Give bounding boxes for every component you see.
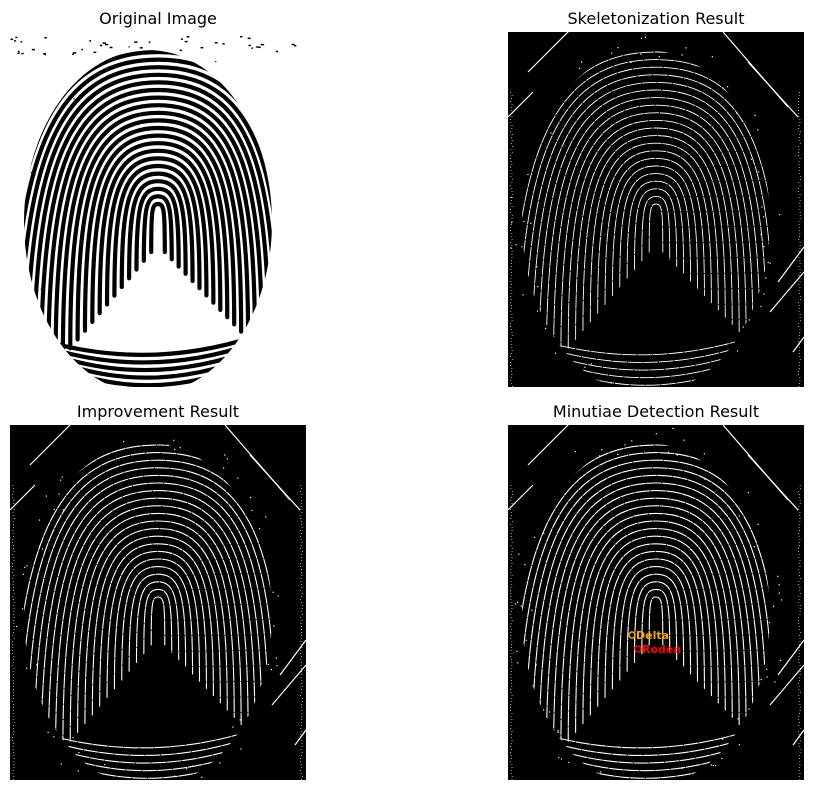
minutia-marker-delta: Delta (628, 629, 669, 642)
original-fingerprint-image (10, 32, 306, 387)
title-minutiae: Minutiae Detection Result (552, 402, 760, 421)
minutia-label: Roden (642, 643, 681, 656)
title-skeleton: Skeletonization Result (567, 9, 745, 28)
title-improvement: Improvement Result (76, 402, 240, 421)
minutia-marker-roden: Roden (634, 643, 681, 656)
title-original: Original Image (99, 9, 217, 28)
improved-fingerprint-image (10, 425, 306, 780)
minutia-label: Delta (636, 629, 669, 642)
skeleton-fingerprint-image (508, 32, 804, 387)
